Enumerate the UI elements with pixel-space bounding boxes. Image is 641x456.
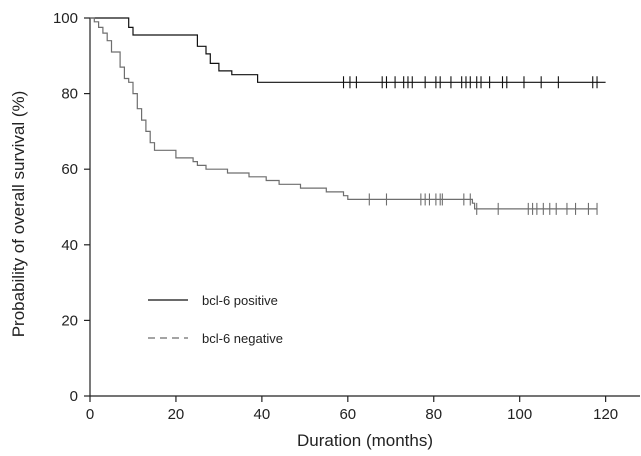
- series-bcl6-positive: [90, 17, 606, 89]
- y-tick-label: 60: [61, 161, 78, 178]
- y-axis-title: Probability of overall survival (%): [9, 91, 28, 338]
- legend-label: bcl-6 positive: [202, 293, 278, 308]
- series-bcl6-negative: [90, 17, 598, 215]
- x-axis-title: Duration (months): [297, 431, 433, 450]
- y-tick-label: 100: [53, 10, 78, 27]
- x-tick-label: 120: [593, 406, 618, 423]
- survival-curve: [90, 17, 606, 83]
- y-tick-label: 40: [61, 237, 78, 254]
- x-tick-label: 100: [507, 406, 532, 423]
- y-tick-label: 20: [61, 312, 78, 329]
- legend: bcl-6 positive bcl-6 negative: [148, 293, 283, 346]
- survival-curve: [90, 17, 597, 210]
- axes: [89, 18, 640, 397]
- x-tick-label: 60: [339, 406, 356, 423]
- y-tick-label: 80: [61, 86, 78, 103]
- x-tick-label: 80: [425, 406, 442, 423]
- x-tick-label: 40: [254, 406, 271, 423]
- x-tick-label: 20: [168, 406, 185, 423]
- series-layer: [90, 17, 606, 215]
- legend-label: bcl-6 negative: [202, 331, 283, 346]
- x-tick-label: 0: [86, 406, 94, 423]
- ticks: 0 20 40 60 80 100 120 0 20 40 60 80 100: [53, 10, 618, 423]
- y-tick-label: 0: [70, 388, 78, 405]
